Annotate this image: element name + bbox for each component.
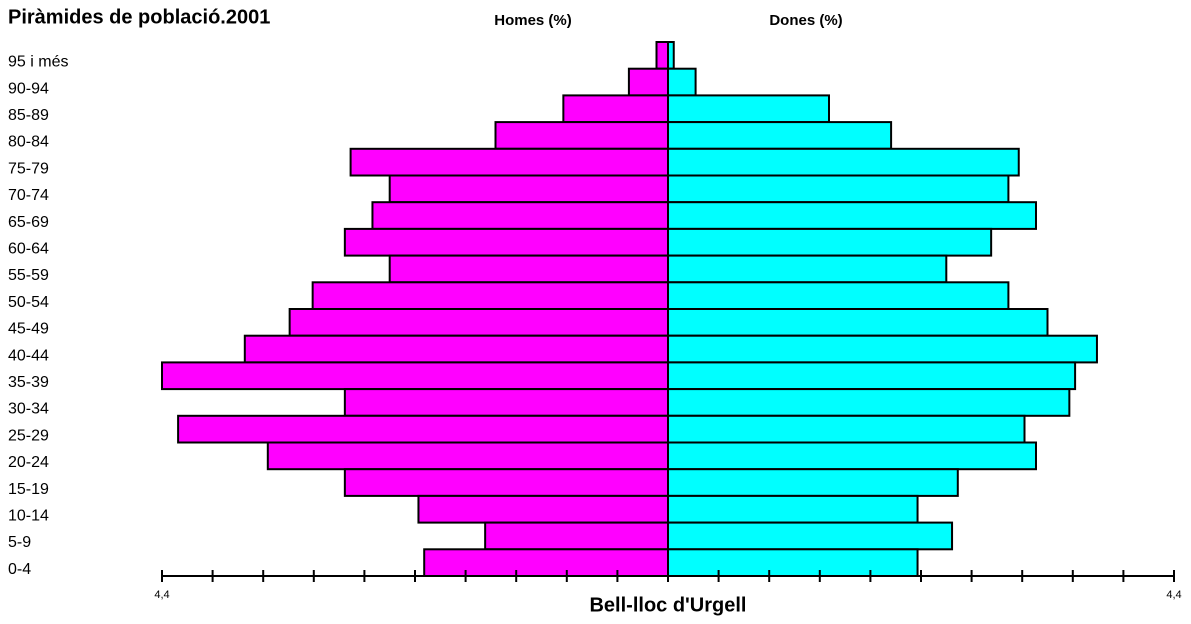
bar [667, 361, 1077, 391]
y-tick-label: 45-49 [8, 321, 49, 338]
bar [343, 388, 669, 417]
bar [655, 41, 669, 70]
bar [667, 414, 1026, 444]
bar [343, 468, 669, 497]
y-tick-label: 80-84 [8, 134, 49, 151]
bar [667, 388, 1071, 417]
y-tick-label: 90-94 [8, 80, 49, 97]
bar [667, 174, 1010, 204]
bar [288, 308, 669, 337]
y-tick-label: 95 i més [8, 54, 68, 71]
x-axis-title: Bell-lloc d'Urgell [589, 594, 746, 616]
bar [667, 41, 675, 70]
bar [349, 147, 669, 177]
y-tick-label: 55-59 [8, 267, 49, 284]
legend-left: Homes (%) [494, 12, 572, 29]
bar [667, 468, 959, 497]
bar [667, 308, 1049, 337]
bar [484, 521, 669, 551]
bar [311, 281, 669, 310]
bar [627, 67, 670, 97]
bar [388, 174, 669, 204]
y-tick-label: 25-29 [8, 427, 49, 444]
bar [423, 548, 670, 577]
bar [161, 361, 669, 391]
bar [667, 494, 919, 524]
bar [667, 121, 893, 150]
y-tick-label: 85-89 [8, 107, 49, 124]
bar [667, 147, 1020, 177]
bar [243, 334, 670, 364]
bar [494, 121, 669, 150]
bar [388, 254, 669, 284]
bar [667, 281, 1010, 310]
bar [417, 494, 670, 524]
bar [177, 414, 669, 444]
y-tick-label: 5-9 [8, 534, 31, 551]
x-tick-label: 4,4 [1166, 589, 1181, 601]
bar [667, 227, 993, 257]
y-tick-label: 70-74 [8, 187, 49, 204]
bar [667, 94, 830, 124]
bar [667, 334, 1098, 364]
bar [667, 548, 919, 577]
y-tick-label: 75-79 [8, 160, 49, 177]
y-tick-label: 30-34 [8, 401, 49, 418]
x-tick-label: 4,4 [154, 589, 169, 601]
chart-title: Piràmides de població.2001 [8, 6, 270, 28]
y-tick-label: 50-54 [8, 294, 49, 311]
bar [667, 67, 697, 97]
y-tick-label: 10-14 [8, 507, 49, 524]
y-tick-label: 65-69 [8, 214, 49, 231]
bar [667, 254, 948, 284]
y-tick-label: 0-4 [8, 561, 31, 578]
y-tick-label: 60-64 [8, 240, 49, 257]
bar [667, 201, 1037, 230]
bar [343, 227, 669, 257]
bar [667, 521, 954, 551]
y-tick-label: 15-19 [8, 481, 49, 498]
y-tick-label: 20-24 [8, 454, 49, 471]
legend-right: Dones (%) [769, 12, 842, 29]
bar [371, 201, 669, 230]
bar [667, 441, 1037, 471]
bar [562, 94, 669, 124]
y-tick-label: 35-39 [8, 374, 49, 391]
bar [266, 441, 669, 471]
y-tick-label: 40-44 [8, 347, 49, 364]
